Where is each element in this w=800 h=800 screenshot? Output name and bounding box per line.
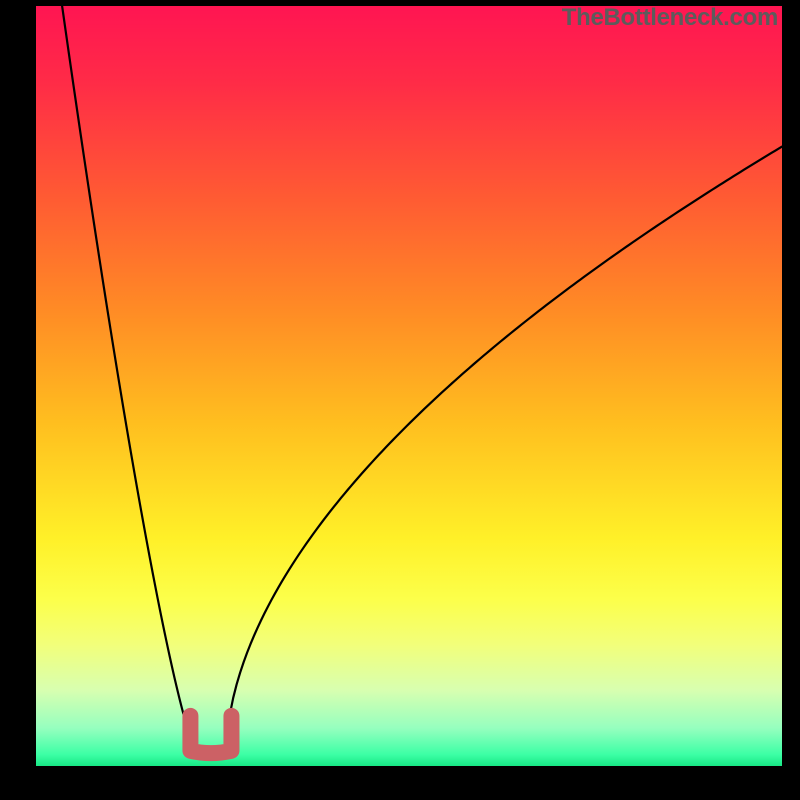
chart-plot-area: [36, 6, 782, 766]
chart-svg: [36, 6, 782, 766]
chart-background: [36, 6, 782, 766]
watermark-text: TheBottleneck.com: [562, 4, 778, 32]
